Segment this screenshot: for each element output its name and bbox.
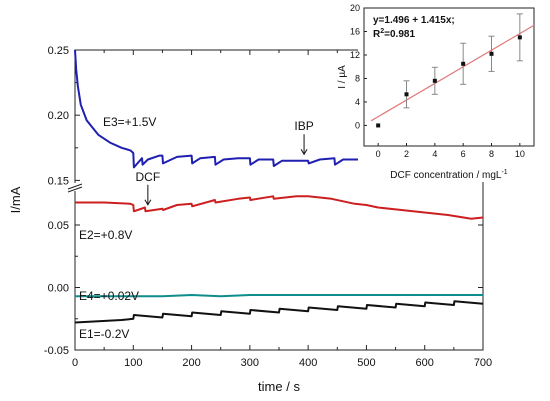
inset-y-label: I / µA xyxy=(337,65,348,89)
annotation-label: DCF xyxy=(136,170,161,184)
data-point xyxy=(489,51,494,56)
y-tick-label: -0.05 xyxy=(44,345,69,357)
r2-value: =0.981 xyxy=(384,29,415,40)
x-tick-label: 0 xyxy=(72,357,78,369)
inset-y-tick-label: 4 xyxy=(355,97,360,107)
inset-x-tick-label: 2 xyxy=(404,149,409,159)
r2-main: R xyxy=(373,29,381,40)
inset-y-tick-label: 20 xyxy=(350,3,360,13)
y-tick-label: 0.25 xyxy=(48,45,69,57)
annotation-arrowhead xyxy=(144,199,152,206)
inset-x-tick-label: 8 xyxy=(489,149,494,159)
data-point xyxy=(461,61,466,66)
series-labels: E3=+1.5V E2=+0.8V E4=+0.02V E1=-0.2V xyxy=(79,115,156,341)
y-axis-ticks: 0.15 0.20 0.25 -0.05 0.00 0.05 xyxy=(44,45,483,357)
fit-line xyxy=(370,24,535,122)
data-point xyxy=(376,123,381,128)
inset-x-tick-label: 6 xyxy=(461,149,466,159)
x-tick-label: 100 xyxy=(124,357,142,369)
r2-sup: 2 xyxy=(380,28,384,35)
data-point xyxy=(404,92,409,97)
x-tick-label: 200 xyxy=(182,357,200,369)
inset-x-tick-label: 4 xyxy=(432,149,437,159)
series-label: E4=+0.02V xyxy=(79,289,139,303)
x-axis-label: time / s xyxy=(258,379,300,394)
annotations: IBP DCF xyxy=(136,119,314,206)
x-tick-label: 600 xyxy=(416,357,434,369)
inset-r-squared: R2=0.981 xyxy=(373,28,415,40)
y-axis-label: I/mA xyxy=(8,186,23,213)
series-line xyxy=(74,300,484,324)
inset-y-tick-label: 0 xyxy=(355,120,360,130)
data-point xyxy=(432,78,437,83)
inset-x-tick-label: 0 xyxy=(376,149,381,159)
annotation-arrowhead xyxy=(300,148,308,156)
inset-y-tick-label: 12 xyxy=(350,50,360,60)
series-line xyxy=(75,294,483,298)
inset-fit-line xyxy=(370,24,535,122)
inset-equation: y=1.496 + 1.415x; xyxy=(373,15,455,26)
y-tick-label: 0.15 xyxy=(48,175,69,187)
series-label: E2=+0.8V xyxy=(79,228,132,242)
x-axis-ticks: 0 100 200 300 400 500 600 700 xyxy=(72,50,492,369)
annotation-label: IBP xyxy=(294,119,313,133)
x-tick-label: 500 xyxy=(357,357,375,369)
series-label: E1=-0.2V xyxy=(79,327,129,341)
series-label: E3=+1.5V xyxy=(103,115,156,129)
x-tick-label: 700 xyxy=(474,357,492,369)
inset-x-label-sup: -1 xyxy=(501,169,507,176)
y-tick-label: 0.20 xyxy=(48,110,69,122)
series-line xyxy=(75,195,484,220)
y-tick-label: 0.05 xyxy=(48,220,69,232)
inset-x-tick-label: 10 xyxy=(515,149,525,159)
data-point xyxy=(517,35,522,40)
inset-x-label: DCF concentration / mgL-1 xyxy=(390,169,508,181)
inset-ticks: 0 2 4 6 8 10 0 4 8 12 16 20 xyxy=(350,3,525,159)
inset-points xyxy=(376,13,523,128)
x-tick-label: 300 xyxy=(241,357,259,369)
inset-frame xyxy=(363,7,535,147)
inset-x-label-main: DCF concentration / mgL xyxy=(390,170,502,181)
x-tick-label: 400 xyxy=(299,357,317,369)
y-tick-label: 0.00 xyxy=(48,283,69,295)
inset-y-tick-label: 16 xyxy=(350,26,360,36)
inset-background xyxy=(358,2,547,182)
axis-break-mark xyxy=(67,183,84,193)
inset-y-tick-label: 8 xyxy=(355,73,360,83)
